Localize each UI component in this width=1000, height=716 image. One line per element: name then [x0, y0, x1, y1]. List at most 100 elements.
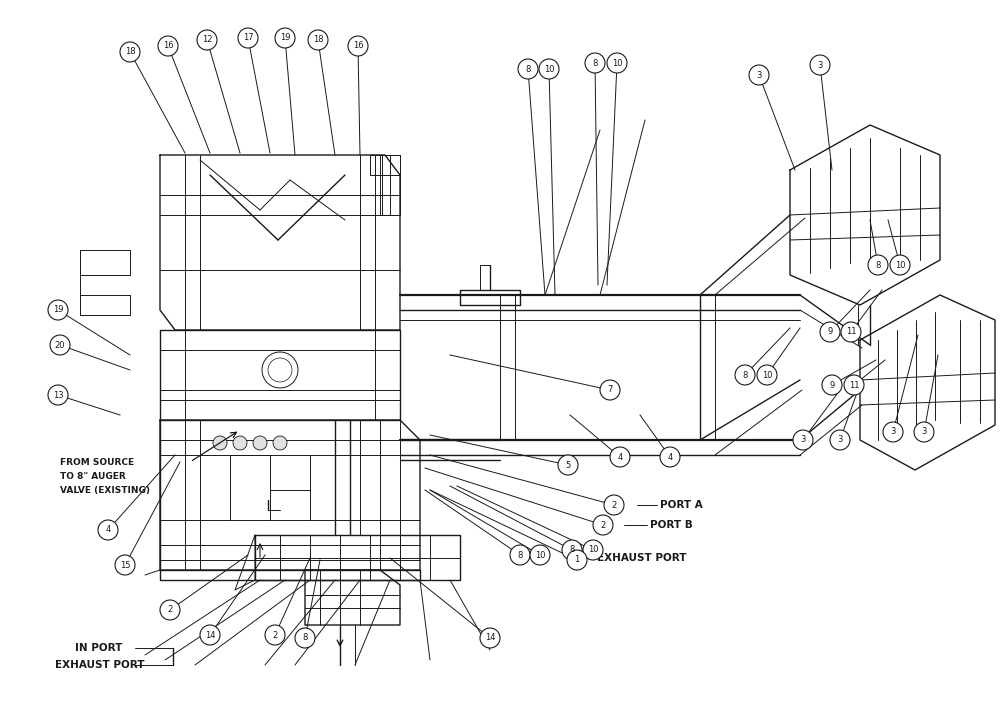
Circle shape	[820, 322, 840, 342]
Circle shape	[115, 555, 135, 575]
Circle shape	[518, 59, 538, 79]
Text: 19: 19	[53, 306, 63, 314]
Circle shape	[98, 520, 118, 540]
Text: 10: 10	[535, 551, 545, 559]
Circle shape	[265, 625, 285, 645]
Circle shape	[275, 28, 295, 48]
Circle shape	[841, 322, 861, 342]
Circle shape	[810, 55, 830, 75]
Text: 8: 8	[592, 59, 598, 67]
Text: 10: 10	[762, 370, 772, 379]
Text: 2: 2	[167, 606, 173, 614]
Circle shape	[844, 375, 864, 395]
Text: FROM SOURCE: FROM SOURCE	[60, 458, 134, 467]
Text: 16: 16	[163, 42, 173, 51]
Circle shape	[757, 365, 777, 385]
Text: 18: 18	[125, 47, 135, 57]
Circle shape	[197, 30, 217, 50]
Circle shape	[890, 255, 910, 275]
Circle shape	[200, 625, 220, 645]
Text: 11: 11	[846, 327, 856, 337]
Text: 13: 13	[53, 390, 63, 400]
Circle shape	[233, 436, 247, 450]
Text: 1: 1	[574, 556, 580, 564]
Circle shape	[607, 53, 627, 73]
Text: 7: 7	[607, 385, 613, 395]
Text: IN PORT: IN PORT	[75, 643, 122, 653]
Text: 3: 3	[800, 435, 806, 445]
Text: EXHAUST PORT: EXHAUST PORT	[55, 660, 144, 670]
Text: 10: 10	[612, 59, 622, 67]
Circle shape	[583, 540, 603, 560]
Circle shape	[253, 436, 267, 450]
Text: PORT B: PORT B	[650, 520, 693, 530]
Text: 3: 3	[837, 435, 843, 445]
Circle shape	[562, 540, 582, 560]
Text: 4: 4	[667, 453, 673, 462]
Circle shape	[158, 36, 178, 56]
Text: 19: 19	[280, 34, 290, 42]
Circle shape	[295, 628, 315, 648]
Circle shape	[160, 600, 180, 620]
Circle shape	[660, 447, 680, 467]
Circle shape	[585, 53, 605, 73]
Circle shape	[604, 495, 624, 515]
Text: 8: 8	[742, 370, 748, 379]
Circle shape	[48, 300, 68, 320]
Text: 10: 10	[544, 64, 554, 74]
Text: 15: 15	[120, 561, 130, 569]
Circle shape	[558, 455, 578, 475]
Text: 17: 17	[243, 34, 253, 42]
Circle shape	[735, 365, 755, 385]
Text: 16: 16	[353, 42, 363, 51]
Text: 14: 14	[205, 631, 215, 639]
Circle shape	[600, 380, 620, 400]
Circle shape	[883, 422, 903, 442]
Text: 18: 18	[313, 36, 323, 44]
Text: 20: 20	[55, 341, 65, 349]
Circle shape	[213, 436, 227, 450]
Text: 9: 9	[829, 380, 835, 390]
Text: 3: 3	[921, 427, 927, 437]
Text: 3: 3	[890, 427, 896, 437]
Text: 12: 12	[202, 36, 212, 44]
Text: 11: 11	[849, 380, 859, 390]
Text: 5: 5	[565, 460, 571, 470]
Circle shape	[273, 436, 287, 450]
Text: 8: 8	[302, 634, 308, 642]
Text: TO 8" AUGER: TO 8" AUGER	[60, 472, 126, 481]
Circle shape	[238, 28, 258, 48]
Circle shape	[308, 30, 328, 50]
Circle shape	[567, 550, 587, 570]
Text: 14: 14	[485, 634, 495, 642]
Text: 10: 10	[895, 261, 905, 269]
Circle shape	[610, 447, 630, 467]
Circle shape	[480, 628, 500, 648]
Circle shape	[793, 430, 813, 450]
Text: 10: 10	[588, 546, 598, 554]
Text: VALVE (EXISTING): VALVE (EXISTING)	[60, 486, 150, 495]
Text: 2: 2	[272, 631, 278, 639]
Text: 3: 3	[817, 60, 823, 69]
Text: 8: 8	[875, 261, 881, 269]
Text: 2: 2	[600, 521, 606, 530]
Circle shape	[530, 545, 550, 565]
Text: 8: 8	[517, 551, 523, 559]
Circle shape	[539, 59, 559, 79]
Circle shape	[749, 65, 769, 85]
Circle shape	[830, 430, 850, 450]
Circle shape	[868, 255, 888, 275]
Circle shape	[48, 385, 68, 405]
Text: 4: 4	[617, 453, 623, 462]
Text: 9: 9	[827, 327, 833, 337]
Circle shape	[593, 515, 613, 535]
Text: 4: 4	[105, 526, 111, 535]
Circle shape	[120, 42, 140, 62]
Circle shape	[510, 545, 530, 565]
Circle shape	[914, 422, 934, 442]
Text: 3: 3	[756, 70, 762, 79]
Text: 8: 8	[525, 64, 531, 74]
Text: 8: 8	[569, 546, 575, 554]
Circle shape	[822, 375, 842, 395]
Text: 2: 2	[611, 500, 617, 510]
